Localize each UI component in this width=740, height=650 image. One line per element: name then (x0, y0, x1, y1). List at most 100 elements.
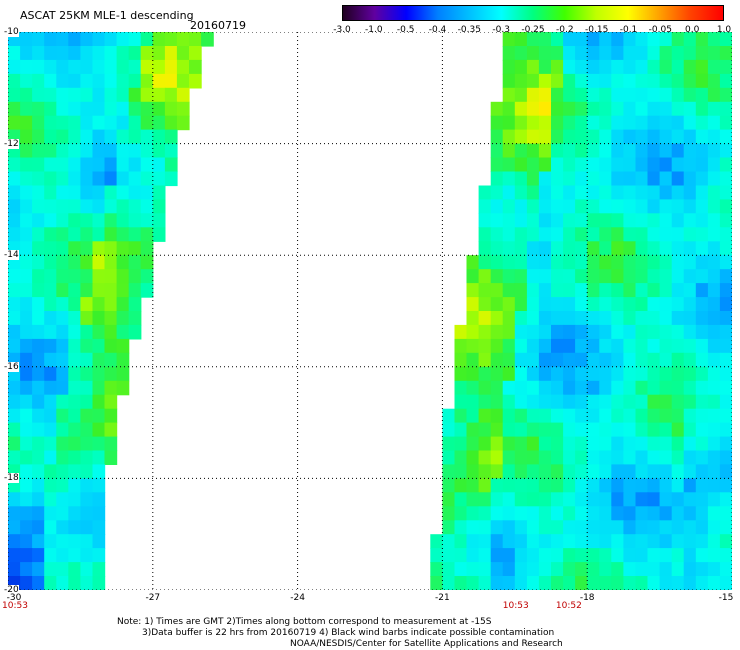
wind-cell-east (526, 157, 540, 173)
wind-cell-east (611, 87, 624, 103)
wind-cell-east (695, 506, 709, 521)
wind-cell-east (454, 506, 468, 521)
wind-cell-east (719, 464, 732, 479)
wind-cell-west (44, 101, 57, 117)
wind-cell-west (116, 115, 130, 131)
wind-cell-east (454, 520, 468, 535)
wind-cell-west (189, 73, 202, 89)
wind-cell-west (92, 352, 106, 368)
wind-cell-east (599, 101, 612, 117)
wind-cell-east (502, 255, 516, 270)
wind-cell-west (56, 338, 69, 354)
wind-cell-east (551, 311, 564, 326)
wind-cell-east (563, 338, 576, 354)
wind-cell-east (599, 548, 612, 563)
wind-cell-east (551, 464, 564, 479)
wind-cell-west (104, 338, 118, 354)
wind-cell-west (44, 87, 57, 103)
wind-cell-west (128, 283, 142, 298)
wind-cell-east (478, 492, 492, 507)
wind-cell-east (707, 157, 721, 173)
wind-cell-east (478, 548, 492, 563)
wind-cell-west (80, 436, 94, 452)
wind-cell-east (587, 436, 600, 452)
wind-cell-west (44, 324, 57, 340)
wind-cell-east (454, 366, 468, 382)
wind-cell-east (647, 366, 661, 382)
wind-cell-east (659, 366, 673, 382)
wind-cell-west (104, 422, 118, 438)
colorbar-label: -0.3 (492, 25, 510, 35)
wind-cell-west (56, 548, 69, 563)
wind-cell-east (659, 394, 673, 410)
wind-cell-west (56, 324, 69, 340)
wind-cell-east (647, 464, 661, 479)
wind-cell-east (514, 101, 528, 117)
wind-cell-east (478, 422, 492, 438)
wind-cell-east (647, 269, 661, 284)
wind-cell-west (140, 171, 154, 187)
wind-cell-east (635, 87, 649, 103)
wind-cell-west (164, 143, 178, 159)
wind-cell-west (164, 101, 178, 117)
wind-cell-west (44, 548, 57, 563)
wind-cell-east (659, 101, 673, 117)
wind-cell-east (647, 143, 661, 159)
wind-cell-west (56, 562, 69, 577)
wind-cell-west (104, 324, 118, 340)
wind-cell-west (164, 157, 178, 173)
wind-cell-east (551, 520, 564, 535)
wind-cell-west (20, 255, 33, 270)
wind-cell-east (671, 380, 685, 396)
wind-cell-west (44, 269, 57, 284)
wind-cell-west (8, 199, 21, 214)
wind-cell-east (478, 185, 492, 200)
wind-cell-east (587, 283, 600, 298)
wind-cell-east (683, 213, 697, 228)
wind-cell-west (116, 101, 130, 117)
wind-cell-east (490, 408, 504, 424)
wind-cell-east (551, 227, 564, 242)
wind-cell-west (8, 324, 21, 340)
wind-cell-east (514, 506, 528, 521)
wind-cell-east (502, 576, 516, 590)
wind-cell-east (587, 450, 600, 465)
wind-cell-east (526, 436, 540, 452)
wind-cell-east (551, 213, 564, 228)
wind-cell-east (526, 241, 540, 256)
wind-cell-west (56, 450, 69, 465)
wind-cell-west (140, 46, 154, 61)
wind-cell-east (707, 520, 721, 535)
wind-cell-east (707, 576, 721, 590)
wind-cell-east (526, 129, 540, 145)
wind-cell-west (140, 32, 154, 47)
wind-cell-east (719, 380, 732, 396)
wind-cell-east (587, 380, 600, 396)
wind-cell-east (490, 297, 504, 312)
wind-cell-east (563, 450, 576, 465)
wind-cell-east (587, 324, 600, 340)
wind-cell-east (695, 199, 709, 214)
wind-cell-west (44, 213, 57, 228)
wind-cell-east (671, 422, 685, 438)
wind-cell-east (671, 576, 685, 590)
time-label: 10:53 (502, 601, 529, 611)
wind-cell-east (635, 115, 649, 131)
wind-cell-west (32, 269, 45, 284)
wind-cell-east (695, 366, 709, 382)
wind-cell-east (563, 576, 576, 590)
wind-cell-east (526, 422, 540, 438)
wind-cell-west (92, 297, 106, 312)
wind-cell-east (563, 199, 576, 214)
wind-cell-west (80, 143, 94, 159)
wind-cell-west (44, 436, 57, 452)
wind-cell-west (44, 255, 57, 270)
wind-cell-west (8, 115, 21, 131)
wind-cell-east (526, 101, 540, 117)
wind-cell-east (635, 324, 649, 340)
wind-cell-west (140, 101, 154, 117)
wind-cell-west (32, 464, 45, 479)
wind-cell-west (32, 520, 45, 535)
wind-cell-east (587, 157, 600, 173)
wind-cell-east (611, 269, 624, 284)
